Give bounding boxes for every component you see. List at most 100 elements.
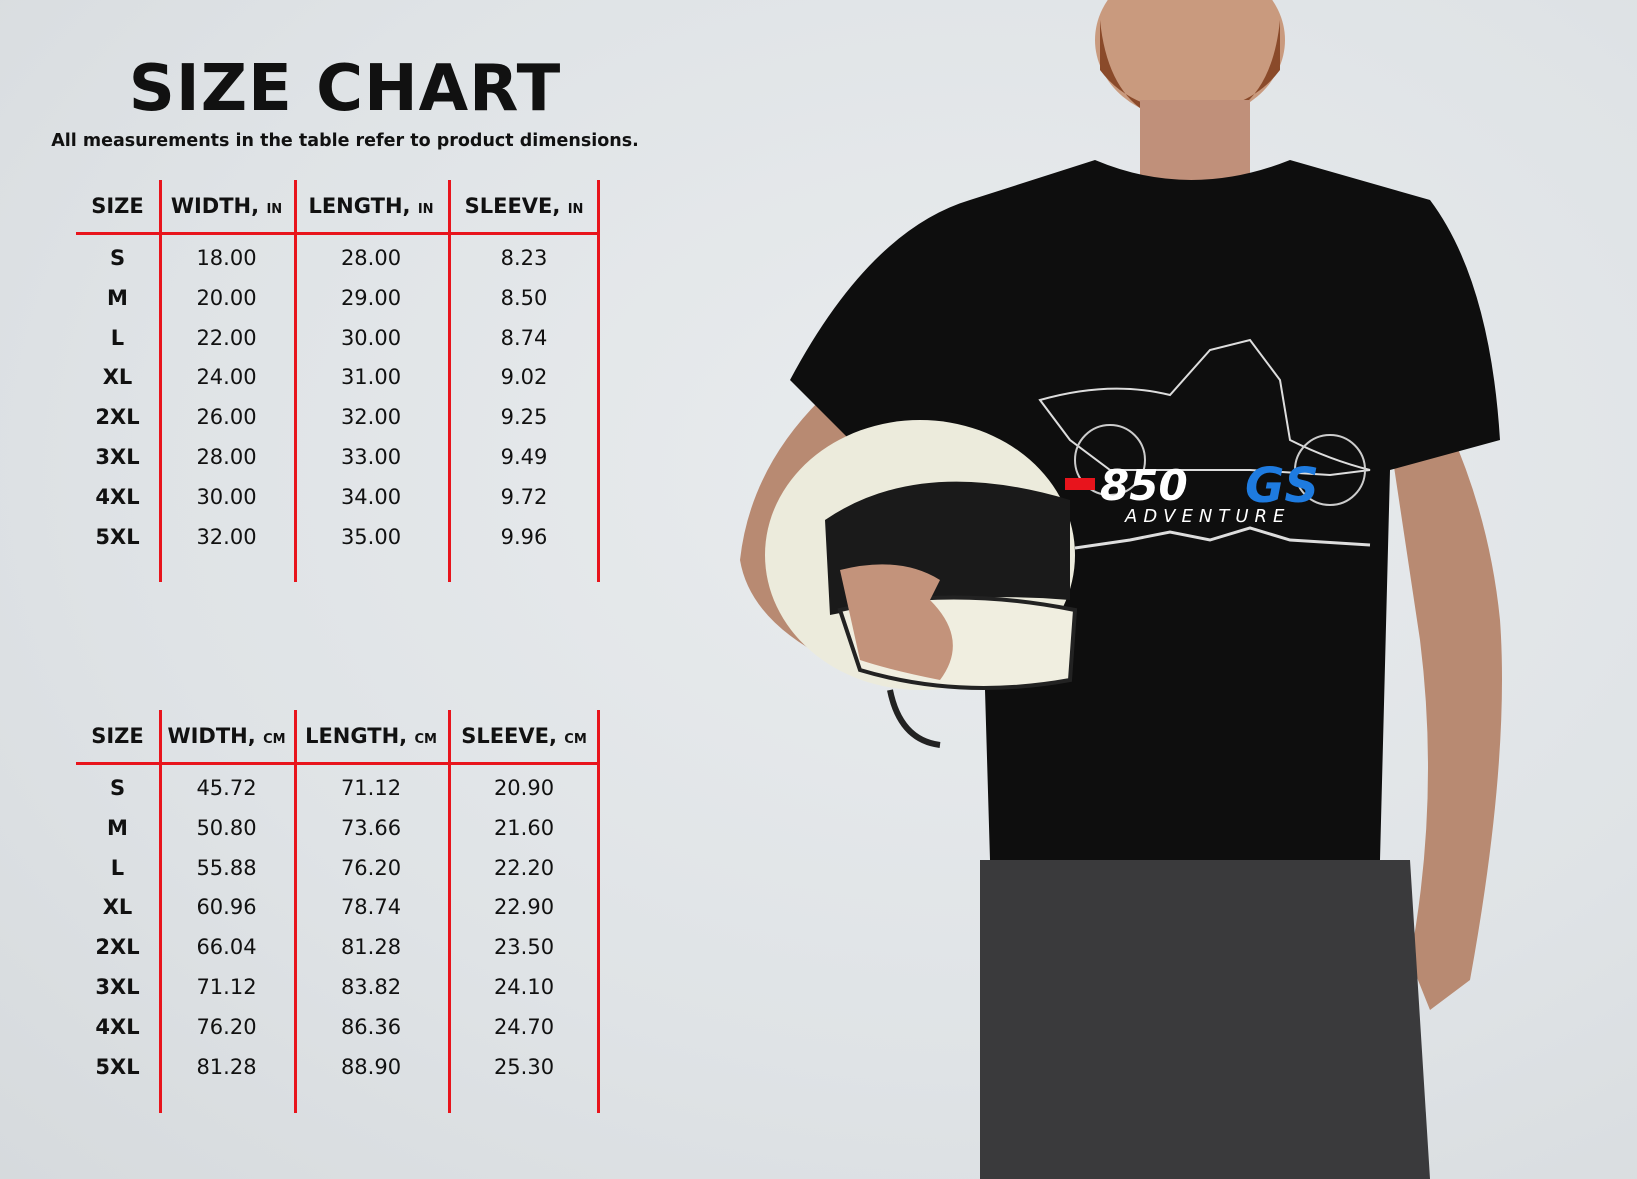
measurement-cell: 9.72 <box>500 484 548 509</box>
measurement-cell: 25.30 <box>493 1054 555 1079</box>
column-header: SIZE <box>76 724 159 748</box>
column-divider <box>448 710 451 1113</box>
size-label: 3XL <box>95 445 140 469</box>
measurement-cell: 76.20 <box>196 1014 257 1039</box>
measurement-cell: 8.23 <box>500 246 548 270</box>
measurement-cell: 32.00 <box>340 405 402 430</box>
measurement-cell: 9.25 <box>500 405 548 430</box>
measurement-cell: 22.20 <box>493 855 555 880</box>
size-label: S <box>109 246 126 270</box>
measurement-cell: 81.28 <box>340 935 402 960</box>
size-table-inches: SIZE WIDTH, IN LENGTH, IN SLEEVE, IN S 18.00 2… <box>76 180 600 582</box>
measurement-cell: 81.28 <box>196 1054 257 1079</box>
measurement-cell: 18.00 <box>196 246 257 270</box>
measurement-cell: 35.00 <box>340 524 402 549</box>
size-label: 4XL <box>95 1014 140 1039</box>
measurement-cell: 24.10 <box>493 975 555 999</box>
header-unit: IN <box>567 202 584 217</box>
logo-red-stripe <box>1065 478 1095 490</box>
measurement-cell: 22.00 <box>196 325 257 350</box>
column-divider <box>448 180 451 582</box>
measurement-cell: 88.90 <box>340 1054 402 1079</box>
column-header: WIDTH, IN <box>159 194 294 218</box>
size-label: 2XL <box>95 405 140 430</box>
size-label: 2XL <box>95 935 140 960</box>
measurement-cell: 32.00 <box>196 524 257 549</box>
size-table-cm: SIZE WIDTH, CM LENGTH, CM SLEEVE, CM S 45.72 7… <box>76 710 600 1113</box>
size-label: L <box>110 855 125 880</box>
column-divider <box>597 710 600 1113</box>
header-label: WIDTH, <box>170 194 267 218</box>
column-divider <box>294 710 297 1113</box>
right-arm <box>1390 430 1502 1010</box>
size-label: M <box>107 815 128 840</box>
measurement-cell: 31.00 <box>340 365 402 390</box>
measurement-cell: 71.12 <box>196 975 257 999</box>
measurement-cell: 34.00 <box>340 484 402 509</box>
measurement-cell: 55.88 <box>196 855 257 880</box>
subtitle: All measurements in the table refer to p… <box>51 131 639 151</box>
measurement-cell: 66.04 <box>196 935 257 960</box>
measurement-cell: 8.50 <box>500 285 548 310</box>
measurement-cell: 9.02 <box>500 365 548 390</box>
measurement-cell: 78.74 <box>340 895 402 920</box>
column-header: LENGTH, IN <box>294 194 448 218</box>
logo-model: 850 <box>1100 461 1188 510</box>
column-header: WIDTH, CM <box>159 724 294 748</box>
column-divider <box>159 180 162 582</box>
header-unit: IN <box>417 202 434 217</box>
measurement-cell: 28.00 <box>196 445 257 469</box>
header-label: SLEEVE, <box>464 194 568 218</box>
page-title: SIZE CHART <box>128 52 562 126</box>
column-header: SLEEVE, IN <box>448 194 600 218</box>
measurement-cell: 9.49 <box>500 445 548 469</box>
column-header: LENGTH, CM <box>294 724 448 748</box>
size-label: XL <box>102 895 133 920</box>
measurement-cell: 83.82 <box>340 975 402 999</box>
measurement-cell: 24.70 <box>493 1014 555 1039</box>
size-label: XL <box>102 365 133 390</box>
measurement-cell: 20.90 <box>493 776 555 800</box>
model-photo: 850 GS ADVENTURE <box>740 0 1502 1179</box>
logo-tagline: ADVENTURE <box>1124 506 1290 527</box>
measurement-cell: 33.00 <box>340 445 402 469</box>
measurement-cell: 23.50 <box>493 935 555 960</box>
measurement-cell: 30.00 <box>196 484 257 509</box>
measurement-cell: 21.60 <box>493 815 555 840</box>
size-label: 5XL <box>95 524 140 549</box>
measurement-cell: 20.00 <box>196 285 257 310</box>
t-shirt <box>790 160 1500 860</box>
logo-series: GS <box>1245 458 1319 514</box>
measurement-cell: 26.00 <box>196 405 257 430</box>
measurement-cell: 22.90 <box>493 895 555 920</box>
hand <box>840 564 953 680</box>
size-label: 3XL <box>95 975 140 999</box>
header-divider <box>76 232 600 235</box>
column-divider <box>159 710 162 1113</box>
motorcycle-graphic <box>1038 338 1371 550</box>
column-divider <box>597 180 600 582</box>
column-divider <box>294 180 297 582</box>
measurement-cell: 30.00 <box>340 325 402 350</box>
header-divider <box>76 762 600 765</box>
header-label: LENGTH, <box>305 724 415 748</box>
jeans <box>980 860 1430 1179</box>
measurement-cell: 76.20 <box>340 855 402 880</box>
header-label: SIZE <box>91 194 144 218</box>
header-unit: IN <box>266 202 283 217</box>
size-label: 5XL <box>95 1054 140 1079</box>
header-label: WIDTH, <box>167 724 264 748</box>
measurement-cell: 28.00 <box>340 246 402 270</box>
header-unit: CM <box>414 732 437 747</box>
header-label: SIZE <box>91 724 144 748</box>
measurement-cell: 24.00 <box>196 365 257 390</box>
measurement-cell: 8.74 <box>500 325 548 350</box>
size-label: 4XL <box>95 484 140 509</box>
measurement-cell: 9.96 <box>500 524 548 549</box>
header-unit: CM <box>564 732 587 747</box>
neck <box>1140 100 1250 180</box>
header-unit: CM <box>263 732 286 747</box>
measurement-cell: 73.66 <box>340 815 402 840</box>
column-header: SIZE <box>76 194 159 218</box>
size-label: L <box>110 325 125 350</box>
